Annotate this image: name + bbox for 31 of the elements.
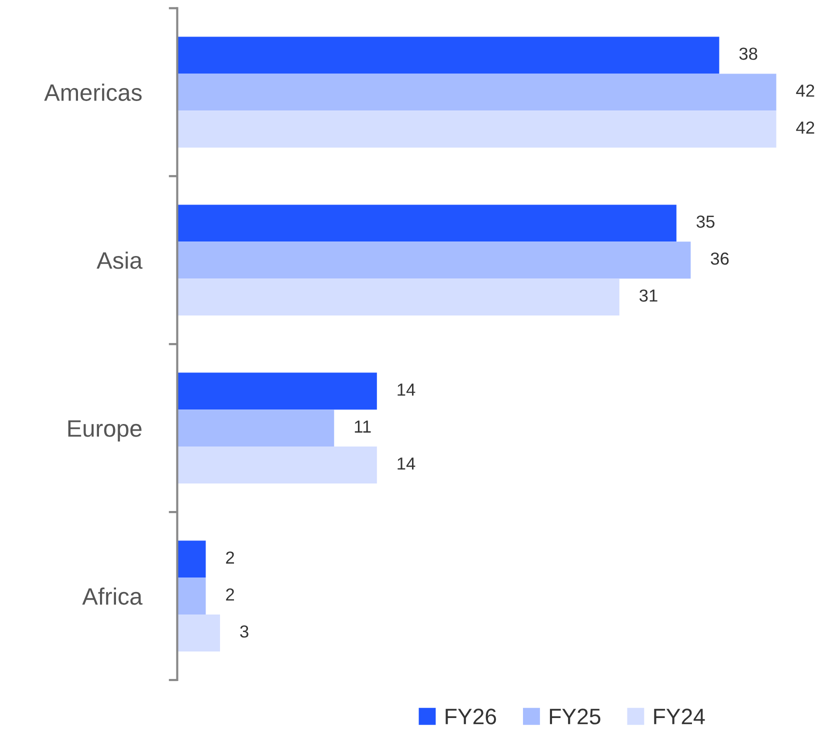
- data-label: 2: [226, 588, 234, 601]
- data-label: 42: [796, 121, 814, 134]
- bar: [177, 74, 776, 111]
- data-label: 2: [226, 551, 234, 564]
- data-label: 14: [398, 384, 416, 396]
- bar: [177, 410, 334, 447]
- legend-label: FY24: [654, 708, 705, 724]
- bar: [177, 578, 206, 615]
- data-label: 3: [240, 625, 248, 638]
- data-label: 35: [696, 216, 714, 228]
- bar: [177, 110, 776, 148]
- y-tick-label: Asia: [96, 252, 143, 269]
- legend-label: FY25: [550, 708, 600, 724]
- data-label: 36: [710, 252, 729, 265]
- y-tick-label: Europe: [68, 420, 142, 442]
- y-tick-label: Americas: [44, 84, 142, 101]
- bar: [177, 36, 720, 74]
- data-label: 14: [398, 458, 416, 470]
- data-label: 38: [739, 48, 758, 60]
- bar: [177, 242, 691, 279]
- bar: [177, 540, 206, 578]
- y-tick-label: Africa: [82, 587, 143, 605]
- bar: [177, 278, 620, 316]
- bar: [177, 614, 220, 652]
- data-label: 42: [796, 84, 814, 97]
- bar: [177, 446, 377, 484]
- bar: [177, 204, 676, 242]
- legend-label: FY26: [446, 708, 496, 724]
- data-label: 31: [639, 289, 658, 302]
- bar: [177, 372, 377, 410]
- data-label: 11: [354, 420, 371, 433]
